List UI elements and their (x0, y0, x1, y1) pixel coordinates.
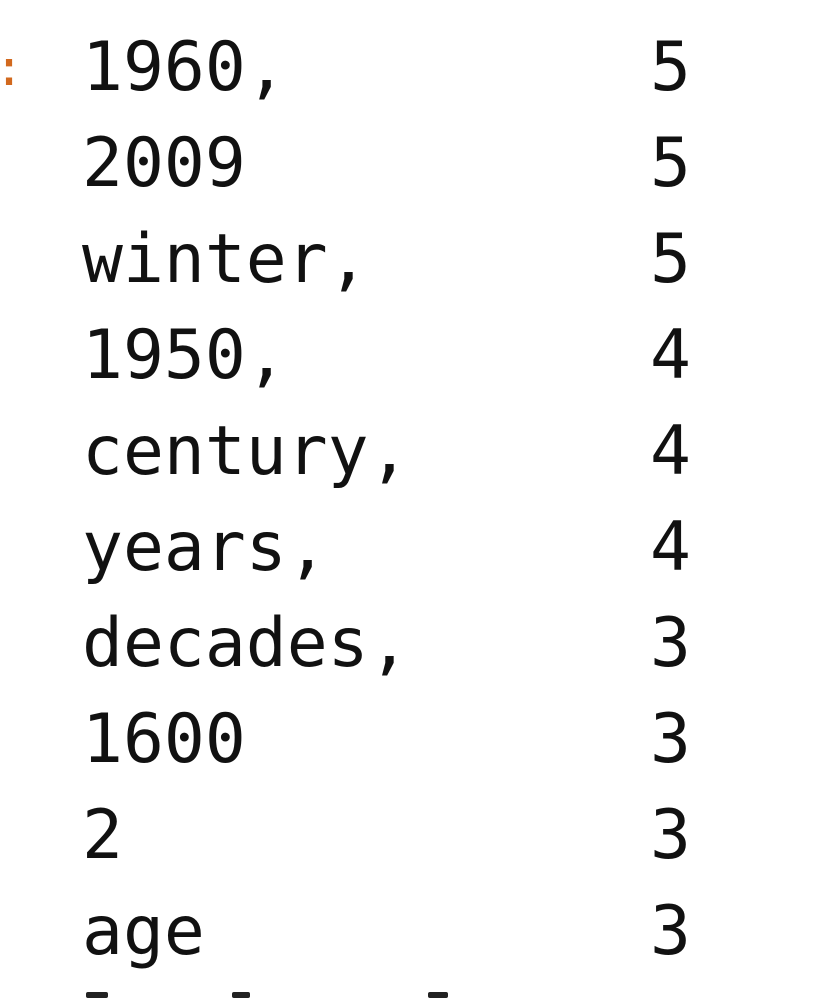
list-item: winter, 5 (0, 212, 840, 308)
list-item: 2 3 (0, 788, 840, 884)
clipped-next-row (82, 988, 502, 998)
word-cell: 1600 (82, 700, 246, 779)
list-item: 1600 3 (0, 692, 840, 788)
count-cell: 3 (650, 604, 691, 683)
list-item: age 3 (0, 884, 840, 980)
word-cell: winter, (82, 220, 369, 299)
count-cell: 5 (650, 124, 691, 203)
word-cell: century, (82, 412, 410, 491)
count-cell: 3 (650, 700, 691, 779)
word-cell: 1960, (82, 28, 287, 107)
word-cell: 2009 (82, 124, 246, 203)
list-item: years, 4 (0, 500, 840, 596)
list-item: 1960, 5 (0, 20, 840, 116)
word-cell: 2 (82, 796, 123, 875)
list-item: century, 4 (0, 404, 840, 500)
prompt-marker: : (0, 38, 24, 98)
count-cell: 3 (650, 796, 691, 875)
list-item: decades, 3 (0, 596, 840, 692)
list-item: 2009 5 (0, 116, 840, 212)
word-cell: 1950, (82, 316, 287, 395)
count-cell: 4 (650, 508, 691, 587)
word-cell: age (82, 892, 205, 971)
word-cell: decades, (82, 604, 410, 683)
count-cell: 5 (650, 220, 691, 299)
count-cell: 4 (650, 412, 691, 491)
list-item: 1950, 4 (0, 308, 840, 404)
count-cell: 4 (650, 316, 691, 395)
count-cell: 5 (650, 28, 691, 107)
count-cell: 3 (650, 892, 691, 971)
word-cell: years, (82, 508, 328, 587)
